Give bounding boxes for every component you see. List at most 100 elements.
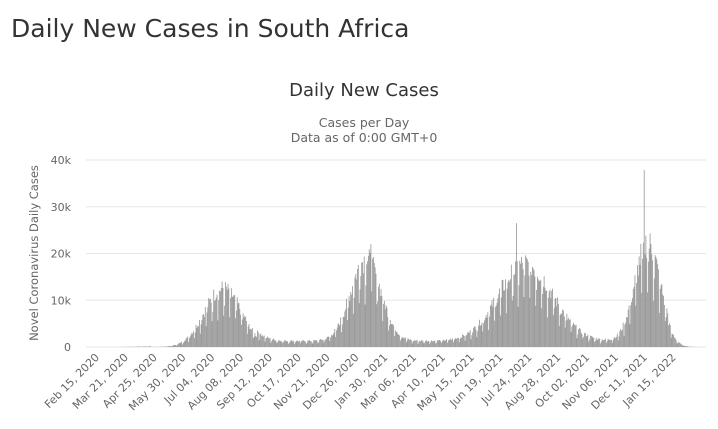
bar [612, 340, 614, 347]
bar [522, 269, 524, 347]
bar [409, 339, 411, 347]
bar [373, 262, 375, 347]
bar [658, 269, 659, 347]
bar [535, 305, 537, 347]
bar [618, 336, 620, 347]
bar [495, 305, 497, 347]
bar [437, 340, 439, 347]
bar [475, 329, 477, 347]
bar [214, 300, 216, 347]
bar [477, 331, 479, 347]
bar [599, 338, 601, 347]
bar [404, 337, 406, 347]
bar [198, 326, 199, 347]
bar [415, 340, 416, 347]
bar [315, 340, 316, 347]
bar [436, 340, 438, 347]
bar [394, 336, 395, 347]
bar [684, 345, 685, 347]
bar [236, 297, 238, 347]
bar [452, 342, 454, 347]
bar [389, 320, 391, 347]
bar [275, 340, 277, 347]
bar [455, 337, 457, 347]
bar [544, 287, 546, 347]
bar [329, 341, 331, 347]
bar [251, 329, 252, 347]
bar [223, 315, 225, 347]
bar [194, 332, 196, 347]
bar [584, 333, 585, 347]
bar [373, 257, 374, 347]
bar [640, 243, 642, 347]
bar [355, 273, 357, 347]
bar [280, 341, 282, 347]
bar [172, 345, 174, 347]
bar [574, 325, 576, 347]
bar [493, 297, 495, 347]
bar [320, 339, 322, 347]
bar [359, 289, 361, 347]
bar [149, 346, 151, 347]
bar [448, 339, 450, 347]
bar [457, 337, 458, 347]
bar [207, 307, 209, 347]
bar [297, 340, 299, 347]
bar [262, 336, 264, 347]
bar [237, 303, 239, 347]
bar [226, 290, 228, 347]
bar [465, 335, 467, 347]
bar [174, 345, 176, 347]
bar [423, 343, 425, 347]
bar [247, 326, 249, 347]
bar [626, 317, 627, 347]
bar [283, 341, 284, 347]
bar [200, 324, 202, 347]
bar [609, 339, 611, 347]
bar [220, 291, 221, 347]
bar [205, 326, 207, 347]
bar [553, 308, 555, 347]
bar [381, 296, 383, 347]
bar [334, 329, 336, 347]
bar [418, 341, 420, 347]
bar [282, 343, 284, 347]
bar [637, 275, 639, 347]
bar [631, 301, 633, 347]
bar [380, 289, 382, 347]
bar [167, 346, 168, 347]
bar [397, 333, 399, 347]
bar [232, 296, 234, 347]
bar [489, 305, 491, 347]
bar [234, 295, 236, 347]
bar [604, 339, 606, 347]
bar [238, 302, 240, 347]
bar [438, 340, 440, 347]
bar [183, 342, 184, 347]
bar [351, 294, 353, 347]
bar [518, 285, 520, 347]
bar [579, 328, 580, 347]
bar [545, 290, 547, 347]
bar [557, 297, 559, 347]
bar [468, 332, 470, 347]
bar [542, 294, 543, 347]
bar [637, 265, 638, 347]
bar [299, 343, 301, 347]
bar [142, 346, 144, 347]
bar [345, 309, 347, 347]
bar [598, 338, 600, 347]
bar [244, 315, 246, 347]
bar [580, 332, 582, 347]
bar [552, 288, 553, 347]
bar [504, 290, 506, 347]
bar [653, 300, 654, 347]
bar [483, 323, 485, 347]
bar [389, 325, 390, 347]
bar [429, 344, 431, 347]
bar [385, 305, 387, 347]
bar [324, 340, 326, 347]
bar [497, 298, 499, 347]
bar [593, 337, 595, 347]
